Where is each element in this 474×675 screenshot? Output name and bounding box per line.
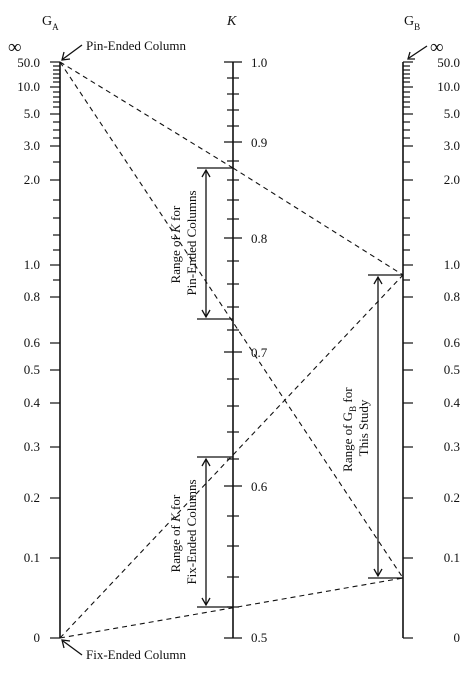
range-k-pin-arrow xyxy=(197,167,233,320)
alignment-lines xyxy=(59,61,404,639)
range-k-fix-arrow xyxy=(197,456,233,608)
gb-infinity-label: ∞ xyxy=(430,37,444,58)
ga-tick-label: 0.2 xyxy=(24,490,40,505)
k-tick-label: 0.5 xyxy=(251,630,267,645)
ga-ticks xyxy=(50,61,60,639)
k-tick-label: 0.9 xyxy=(251,135,267,150)
ga-tick-label: 3.0 xyxy=(24,138,40,153)
gb-tick-label: 0.8 xyxy=(444,289,460,304)
k-tick-labels: 1.0 0.9 0.8 0.7 0.6 0.5 xyxy=(251,55,268,645)
ga-axis-title: GA xyxy=(42,14,59,32)
k-ticks xyxy=(224,61,242,639)
gb-tick-label: 0.3 xyxy=(444,439,460,454)
ga-tick-label: 0.3 xyxy=(24,439,40,454)
gb-tick-label: 0.4 xyxy=(444,395,461,410)
ga-infinity-label: ∞ xyxy=(8,37,22,58)
gb-tick-label: 0.6 xyxy=(444,335,461,350)
pin-to-gb-lower-line xyxy=(59,61,404,579)
gb-tick-label: 0.2 xyxy=(444,490,460,505)
gb-ticks xyxy=(403,61,413,639)
ga-tick-label: 0.1 xyxy=(24,550,40,565)
ga-tick-labels: 50.0 10.0 5.0 3.0 2.0 1.0 0.8 0.6 0.5 0.… xyxy=(17,55,40,645)
k-tick-label: 0.6 xyxy=(251,479,268,494)
ga-tick-label: 10.0 xyxy=(17,79,40,94)
ga-tick-label: 0.6 xyxy=(24,335,41,350)
gb-axis-title: GB xyxy=(404,14,420,32)
k-tick-label: 0.7 xyxy=(251,345,268,360)
ga-tick-label: 5.0 xyxy=(24,106,40,121)
range-gb-arrow xyxy=(368,274,403,579)
pin-to-k-upper-line xyxy=(59,61,234,169)
ga-tick-label: 2.0 xyxy=(24,172,40,187)
range-k-fix-label: Range of K for Fix-Ended Columns xyxy=(168,479,199,584)
gb-infinity-pointer xyxy=(407,45,428,60)
gb-tick-label: 1.0 xyxy=(444,257,460,272)
fix-ended-label: Fix-Ended Column xyxy=(86,647,187,662)
gb-tick-label: 50.0 xyxy=(437,55,460,70)
gb-tick-labels: 50.0 10.0 5.0 3.0 2.0 1.0 0.8 0.6 0.5 0.… xyxy=(437,55,460,645)
k-tick-label: 0.8 xyxy=(251,231,267,246)
k-tick-label: 1.0 xyxy=(251,55,267,70)
ga-tick-label: 0.4 xyxy=(24,395,41,410)
fix-to-gb-upper-line xyxy=(59,274,404,639)
k-axis-title: K xyxy=(226,14,237,29)
k-upper-to-gb-upper-line xyxy=(232,167,404,276)
ga-tick-label: 1.0 xyxy=(24,257,40,272)
fix-ended-callout xyxy=(61,639,83,656)
range-k-pin-label: Range of K for Pin-Ended Columns xyxy=(168,190,199,295)
range-gb-label: Range of GB for This Study xyxy=(340,384,371,472)
gb-tick-label: 10.0 xyxy=(437,79,460,94)
gb-tick-label: 5.0 xyxy=(444,106,460,121)
ga-tick-label: 0 xyxy=(34,630,41,645)
gb-tick-label: 0 xyxy=(454,630,461,645)
pin-ended-label: Pin-Ended Column xyxy=(86,38,187,53)
gb-tick-label: 0.5 xyxy=(444,362,460,377)
gb-tick-label: 2.0 xyxy=(444,172,460,187)
gb-tick-label: 3.0 xyxy=(444,138,460,153)
ga-tick-label: 0.5 xyxy=(24,362,40,377)
pin-ended-callout xyxy=(61,44,83,61)
ga-tick-label: 50.0 xyxy=(17,55,40,70)
ga-tick-label: 0.8 xyxy=(24,289,40,304)
gb-tick-label: 0.1 xyxy=(444,550,460,565)
fix-to-gb-lower-line xyxy=(59,577,404,639)
